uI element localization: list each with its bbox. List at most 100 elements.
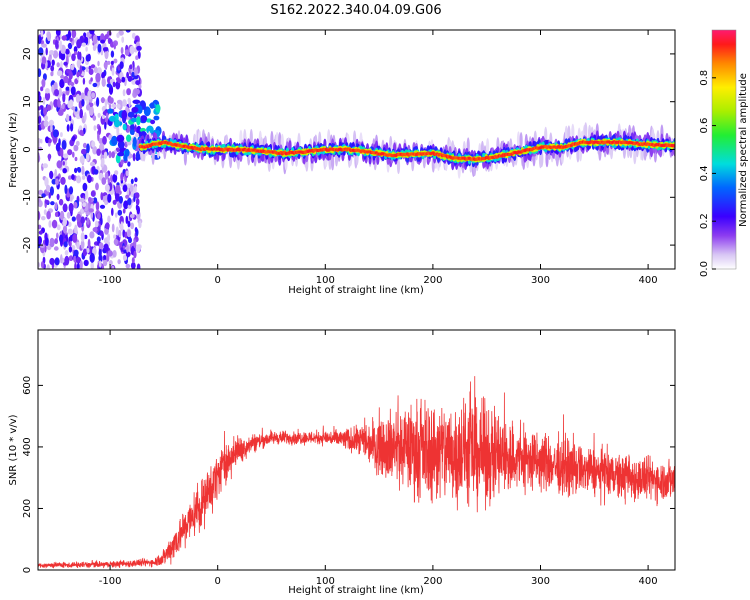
heatmap-cell bbox=[100, 192, 104, 201]
heatmap-cell bbox=[80, 232, 85, 242]
heatmap-cell bbox=[85, 46, 88, 52]
heatmap-cell bbox=[44, 199, 50, 204]
heatmap-cell bbox=[81, 99, 85, 107]
heatmap-cell bbox=[54, 202, 58, 210]
heatmap-cell bbox=[38, 262, 41, 268]
heatmap-cell bbox=[50, 71, 54, 77]
heatmap-cell bbox=[60, 132, 63, 138]
heatmap-cell bbox=[127, 220, 131, 228]
heatmap-cell bbox=[76, 175, 82, 184]
heatmap-cell bbox=[331, 153, 335, 171]
heatmap-cell bbox=[71, 216, 76, 222]
heatmap-cell bbox=[131, 257, 135, 264]
heatmap-cell bbox=[112, 173, 118, 183]
heatmap-cell bbox=[133, 67, 138, 76]
heatmap-cell bbox=[50, 201, 55, 206]
heatmap-cell bbox=[75, 93, 81, 103]
heatmap-cell bbox=[111, 135, 118, 146]
heatmap-cell bbox=[103, 243, 109, 252]
heatmap-cell bbox=[67, 228, 74, 235]
heatmap-cell bbox=[486, 138, 490, 155]
x-tick-label: 0 bbox=[215, 576, 221, 587]
heatmap-cell bbox=[38, 138, 41, 144]
heatmap-cell bbox=[38, 115, 42, 124]
heatmap-cell bbox=[104, 121, 107, 130]
heatmap-cell bbox=[126, 71, 129, 79]
heatmap-cell bbox=[71, 135, 76, 142]
heatmap-cell bbox=[102, 135, 107, 145]
heatmap-cell bbox=[97, 60, 100, 67]
heatmap-cell bbox=[68, 175, 72, 180]
heatmap-cell bbox=[649, 146, 654, 158]
heatmap-cell bbox=[100, 263, 105, 269]
heatmap-cell bbox=[120, 247, 124, 252]
x-tick-label: 400 bbox=[639, 275, 658, 286]
heatmap-cell bbox=[111, 103, 117, 108]
heatmap-cell bbox=[571, 123, 575, 141]
heatmap-cell bbox=[91, 92, 96, 99]
heatmap-cell bbox=[89, 30, 95, 35]
heatmap-cell bbox=[109, 115, 116, 122]
heatmap-cell bbox=[132, 153, 136, 162]
heatmap-cell bbox=[74, 167, 78, 174]
heatmap-cell bbox=[127, 204, 132, 210]
heatmap-cell bbox=[41, 56, 47, 65]
heatmap-cell bbox=[43, 107, 48, 116]
x-tick-label: -100 bbox=[99, 275, 122, 286]
heatmap-cell bbox=[121, 36, 125, 43]
heatmap-cell bbox=[79, 129, 84, 136]
heatmap-cell bbox=[49, 186, 55, 196]
colorbar-ticks: 0.0 0.2 0.4 0.6 0.8 bbox=[699, 70, 716, 277]
y-tick-label: 400 bbox=[22, 437, 33, 456]
heatmap-cell bbox=[129, 45, 135, 55]
heatmap-cell bbox=[79, 197, 85, 203]
heatmap-cell bbox=[95, 72, 101, 83]
y-tick-label: 200 bbox=[22, 499, 33, 518]
heatmap-cell bbox=[46, 31, 52, 42]
heatmap-cell bbox=[45, 47, 48, 56]
heatmap-cell bbox=[125, 215, 129, 224]
colorbar-gradient bbox=[711, 29, 737, 270]
heatmap-cell bbox=[53, 99, 59, 108]
heatmap-cell bbox=[103, 151, 108, 159]
heatmap-cell bbox=[76, 241, 80, 250]
colorbar-label: Normalized spectral amplitude bbox=[738, 73, 749, 227]
heatmap-cell bbox=[70, 64, 75, 71]
heatmap-cell bbox=[130, 123, 135, 131]
heatmap-cell bbox=[113, 234, 117, 239]
heatmap-cell bbox=[73, 201, 78, 209]
heatmap-cell bbox=[117, 79, 122, 84]
heatmap-cell bbox=[104, 49, 109, 60]
heatmap-cell bbox=[153, 115, 160, 121]
heatmap-cell bbox=[127, 111, 135, 118]
heatmap-cell bbox=[112, 81, 116, 88]
heatmap-cell bbox=[55, 178, 59, 186]
heatmap-cell bbox=[89, 231, 95, 239]
heatmap-cell bbox=[90, 261, 94, 269]
heatmap-cell bbox=[58, 87, 62, 97]
heatmap-cell bbox=[38, 210, 41, 221]
heatmap-cell bbox=[133, 239, 137, 249]
heatmap-cell bbox=[90, 190, 96, 197]
heatmap-cell bbox=[46, 184, 51, 192]
heatmap-cell bbox=[40, 40, 45, 45]
heatmap-cell bbox=[62, 168, 67, 174]
heatmap-cell bbox=[59, 234, 64, 243]
heatmap-cell bbox=[68, 202, 74, 213]
heatmap-cell bbox=[126, 88, 131, 96]
heatmap-cell bbox=[84, 36, 89, 43]
heatmap-cell bbox=[113, 42, 117, 50]
heatmap-cell bbox=[96, 212, 101, 220]
heatmap-cell bbox=[71, 53, 76, 62]
heatmap-cell bbox=[44, 91, 51, 101]
heatmap-cell bbox=[76, 262, 80, 269]
y-tick-label: -20 bbox=[22, 237, 33, 253]
heatmap-cell bbox=[275, 131, 279, 149]
heatmap-cell bbox=[45, 88, 50, 94]
snr-x-ticks: -100 0 100 200 300 400 bbox=[99, 330, 658, 587]
heatmap-cell bbox=[150, 119, 156, 125]
heatmap-cell bbox=[86, 104, 91, 111]
heatmap-cell bbox=[114, 119, 120, 128]
heatmap-cell bbox=[127, 161, 131, 167]
